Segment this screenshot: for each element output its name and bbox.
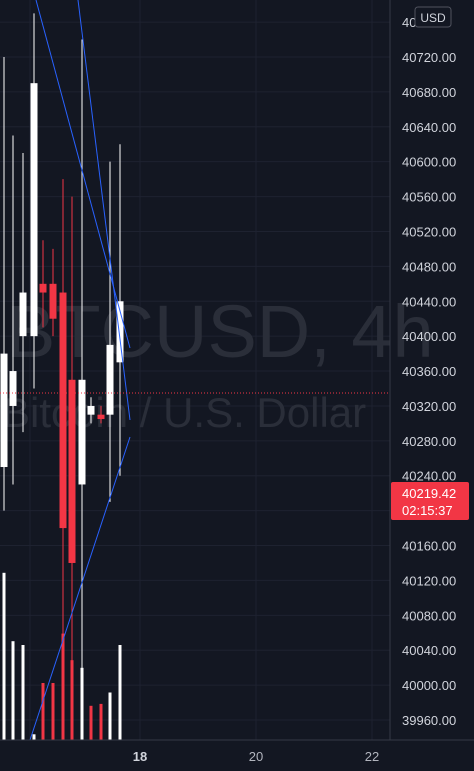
symbol-watermark: BTCUSD, 4h Bitcoin / U.S. Dollar (2, 290, 434, 436)
x-tick-label: 20 (249, 749, 263, 764)
y-tick-label: 40480.00 (402, 259, 456, 274)
watermark-description: Bitcoin / U.S. Dollar (2, 389, 366, 436)
currency-badge-border (414, 6, 452, 28)
y-tick-label: 40360.00 (402, 364, 456, 379)
y-tick-label: 40040.00 (402, 643, 456, 658)
y-tick-label: 40080.00 (402, 608, 456, 623)
y-tick-label: 40680.00 (402, 85, 456, 100)
candle-body (97, 414, 105, 420)
candle[interactable] (0, 57, 8, 511)
currency-badge[interactable]: USD (414, 6, 452, 28)
candle[interactable] (106, 161, 114, 502)
candle[interactable] (19, 152, 27, 433)
time-axis[interactable]: 18 20 22 (133, 749, 379, 764)
candle[interactable] (97, 405, 105, 424)
last-price-tag: 40219.42 02:15:37 (391, 482, 469, 520)
candle-body (49, 283, 57, 319)
candle[interactable] (30, 13, 38, 389)
candle-body (39, 283, 47, 293)
volume-bar (108, 692, 112, 740)
x-tick-label: 18 (133, 749, 147, 764)
last-price-value: 40219.42 (402, 486, 456, 501)
candle[interactable] (59, 179, 67, 712)
y-tick-label: 40240.00 (402, 469, 456, 484)
candles[interactable] (0, 13, 124, 720)
volume-bar (51, 683, 55, 740)
price-axis[interactable]: 40 40720.00 40680.00 40640.00 40600.00 40560… (402, 15, 456, 728)
y-tick-label: 40400.00 (402, 329, 456, 344)
trendlines[interactable] (29, 0, 131, 741)
watermark-symbol: BTCUSD, 4h (6, 290, 434, 373)
volume-bar (80, 667, 84, 740)
volume-bar (99, 703, 103, 740)
y-tick-label: 39960.00 (402, 713, 456, 728)
candle-body (59, 292, 67, 529)
y-tick-label: 40320.00 (402, 399, 456, 414)
candle-body (9, 371, 17, 406)
last-price-countdown: 02:15:37 (402, 503, 453, 518)
candle-body (87, 405, 95, 415)
volume-bar (89, 705, 93, 740)
axes (0, 0, 474, 741)
candle[interactable] (9, 135, 17, 485)
y-tick-label: 40120.00 (402, 573, 456, 588)
candle-body (19, 292, 27, 337)
trendline[interactable] (77, 0, 131, 421)
y-tick-label: 40640.00 (402, 120, 456, 135)
y-tick-label: 40160.00 (402, 539, 456, 554)
trendline[interactable] (29, 436, 131, 741)
y-tick-partial: 40 (402, 15, 416, 30)
candle[interactable] (68, 196, 76, 720)
candle-body (68, 379, 76, 563)
y-tick-label: 40520.00 (402, 224, 456, 239)
candle-body (30, 83, 38, 337)
candle[interactable] (39, 240, 47, 328)
volume-bar (32, 734, 36, 740)
candle[interactable] (49, 248, 57, 337)
candle[interactable] (78, 39, 86, 686)
candle-body (106, 344, 114, 415)
y-tick-label: 40000.00 (402, 678, 456, 693)
y-tick-label: 40280.00 (402, 434, 456, 449)
candle[interactable] (87, 397, 95, 424)
y-tick-label: 40440.00 (402, 294, 456, 309)
y-tick-label: 40600.00 (402, 155, 456, 170)
volume-bar (21, 645, 25, 740)
x-tick-label: 22 (365, 749, 379, 764)
currency-label: USD (420, 11, 446, 25)
candle-body (78, 379, 86, 485)
last-price-tag-bg (391, 482, 469, 520)
volume-bar (2, 572, 6, 740)
volume-bar (41, 683, 45, 740)
y-tick-label: 40720.00 (402, 50, 456, 65)
volume-bar (11, 641, 15, 740)
volume-bar (118, 645, 122, 740)
candle-body (116, 301, 124, 363)
candle-body (0, 353, 8, 468)
y-tick-label: 40560.00 (402, 190, 456, 205)
